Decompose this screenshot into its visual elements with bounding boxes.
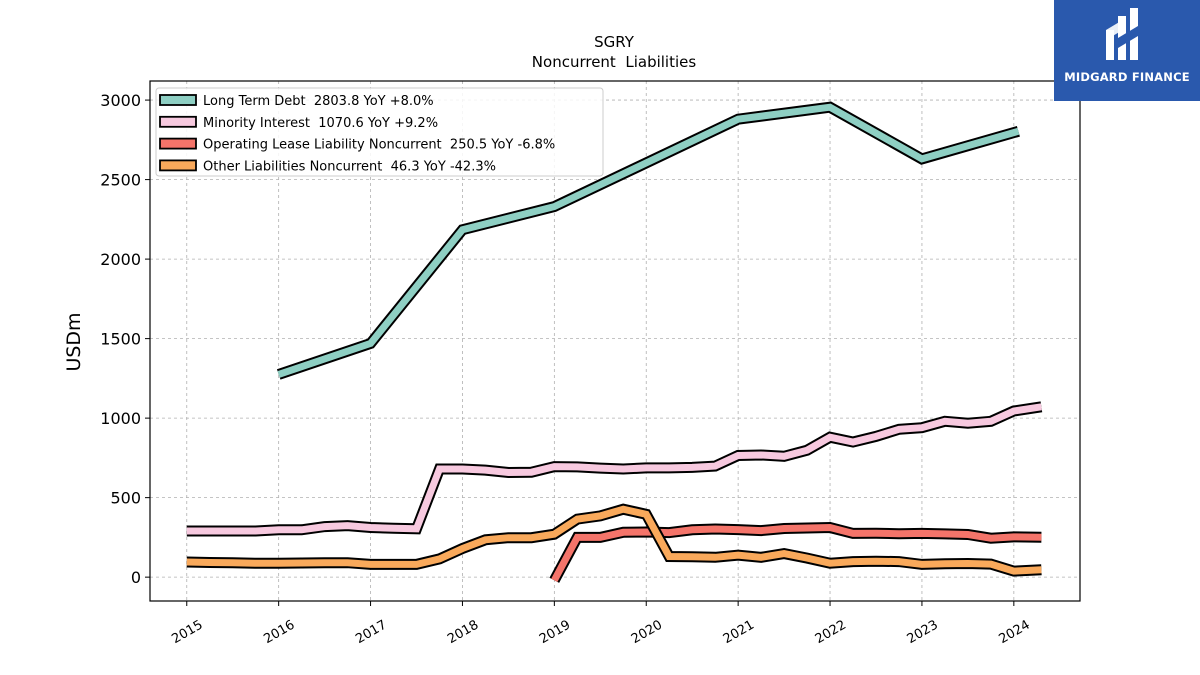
gridlines	[150, 81, 1080, 601]
y-axis: 0 500 1000 1500 2000 2500 3000	[100, 91, 150, 587]
y-tick-label: 2000	[100, 250, 141, 269]
x-tick-label: 2020	[629, 618, 665, 648]
x-tick-label: 2023	[905, 618, 941, 648]
y-axis-label: USDm	[63, 312, 85, 371]
y-tick-label: 1000	[100, 409, 141, 428]
x-tick-label: 2019	[537, 618, 573, 648]
legend-label: Long Term Debt 2803.8 YoY +8.0%	[203, 94, 434, 109]
x-tick-label: 2022	[813, 618, 849, 648]
legend-swatch	[159, 137, 197, 150]
brand-logo: MIDGARD FINANCE	[1054, 0, 1200, 101]
legend-label: Other Liabilities Noncurrent 46.3 YoY -4…	[203, 159, 496, 174]
x-tick-label: 2024	[997, 618, 1033, 648]
legend-swatch	[159, 94, 197, 106]
y-tick-label: 0	[131, 568, 141, 587]
y-tick-label: 500	[110, 489, 141, 508]
chart-subtitle: Noncurrent Liabilities	[532, 53, 697, 71]
y-tick-label: 3000	[100, 91, 141, 110]
brand-logo-mark	[1106, 8, 1138, 60]
x-tick-label: 2016	[261, 618, 297, 648]
series-lines	[186, 101, 1043, 583]
legend-label: Minority Interest 1070.6 YoY +9.2%	[203, 116, 438, 131]
series-line	[186, 403, 1042, 535]
legend-label: Operating Lease Liability Noncurrent 250…	[203, 138, 555, 153]
x-tick-label: 2021	[721, 618, 757, 648]
series-line	[186, 505, 1042, 575]
legend-swatch	[159, 159, 197, 172]
y-tick-label: 1500	[100, 330, 141, 349]
y-tick-label: 2500	[100, 171, 141, 190]
series-line	[551, 523, 1042, 582]
legend-swatch	[159, 115, 197, 128]
legend-box	[155, 87, 604, 177]
chart-title: SGRY	[594, 33, 635, 51]
x-tick-label: 2017	[353, 618, 389, 648]
x-tick-label: 2015	[169, 618, 205, 648]
legend: Long Term Debt 2803.8 YoY +8.0% Minority …	[155, 87, 604, 177]
plot-frame	[149, 80, 1081, 602]
brand-name: MIDGARD FINANCE	[1064, 70, 1190, 84]
x-tick-label: 2018	[445, 618, 481, 648]
series-line	[277, 103, 1020, 378]
x-axis: 2015 2016 2017 2018 2019 2020 2021 2022 2023 2024	[169, 601, 1033, 648]
